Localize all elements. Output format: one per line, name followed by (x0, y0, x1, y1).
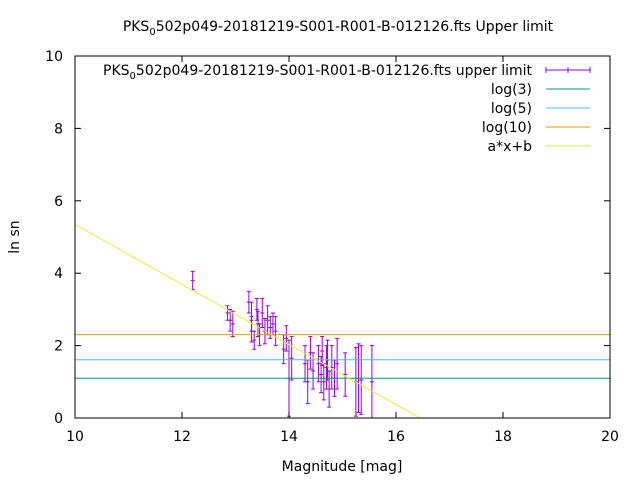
legend-label-rest: 502p049-20181219-S001-R001-B-012126.fts … (136, 63, 533, 79)
data-point (273, 316, 278, 347)
series-line-fit (75, 223, 421, 418)
data-point (265, 305, 270, 336)
y-tick-label: 6 (54, 194, 63, 210)
x-axis-label: Magnitude [mag] (282, 459, 403, 475)
data-point (260, 298, 265, 328)
data-point (321, 363, 326, 401)
legend-label: a*x+b (488, 139, 533, 155)
x-tick-label: 16 (387, 429, 405, 445)
data-point (311, 352, 316, 390)
x-tick-label: 10 (66, 429, 84, 445)
legend-label-sub: 0 (130, 71, 136, 82)
legend-label: log(10) (482, 120, 532, 136)
data-point (305, 359, 310, 405)
x-tick-label: 20 (601, 429, 619, 445)
legend-label-main: log(3) (491, 82, 532, 98)
y-tick-label: 8 (54, 121, 63, 137)
y-tick-label: 10 (45, 49, 63, 65)
data-point (369, 345, 374, 418)
data-point (289, 336, 294, 381)
legend-label-main: log(10) (482, 120, 532, 136)
plot-area: 10 12 14 16 18 200246810PKS0502p049-20181219-… (45, 49, 619, 445)
legend-label-main: a*x+b (488, 139, 533, 155)
legend-label: PKS0502p049-20181219-S001-R001-B-012126.… (103, 63, 532, 82)
data-point (316, 345, 321, 383)
data-point (225, 305, 230, 321)
y-axis-label: ln sn (7, 220, 23, 253)
chart-title: PKS0502p049-20181219-S001-R001-B-012126.… (123, 19, 554, 38)
x-tick-label: 18 (494, 429, 512, 445)
x-tick-label: 14 (280, 429, 298, 445)
legend-label: log(3) (491, 82, 532, 98)
data-point (254, 298, 259, 321)
data-point (230, 310, 235, 338)
y-tick-label: 2 (54, 339, 63, 355)
legend-label-main: log(5) (491, 101, 532, 117)
data-point (252, 330, 257, 350)
chart-title-rest: 502p049-20181219-S001-R001-B-012126.fts … (156, 19, 554, 35)
data-point (303, 345, 308, 383)
x-tick-label: 12 (173, 429, 191, 445)
y-tick-label: 4 (54, 266, 63, 282)
legend-label: log(5) (491, 101, 532, 117)
data-point (190, 270, 195, 290)
chart-title-sub: 0 (149, 27, 155, 38)
chart-title-main: PKS (123, 19, 150, 35)
data-point (359, 345, 364, 415)
plot-series-group (75, 223, 610, 418)
data-point (335, 337, 340, 390)
data-point (284, 325, 289, 352)
plot-frame (74, 55, 611, 419)
legend-label-main: PKS (103, 63, 130, 79)
y-tick-label: 0 (54, 411, 63, 427)
data-point (228, 308, 233, 332)
